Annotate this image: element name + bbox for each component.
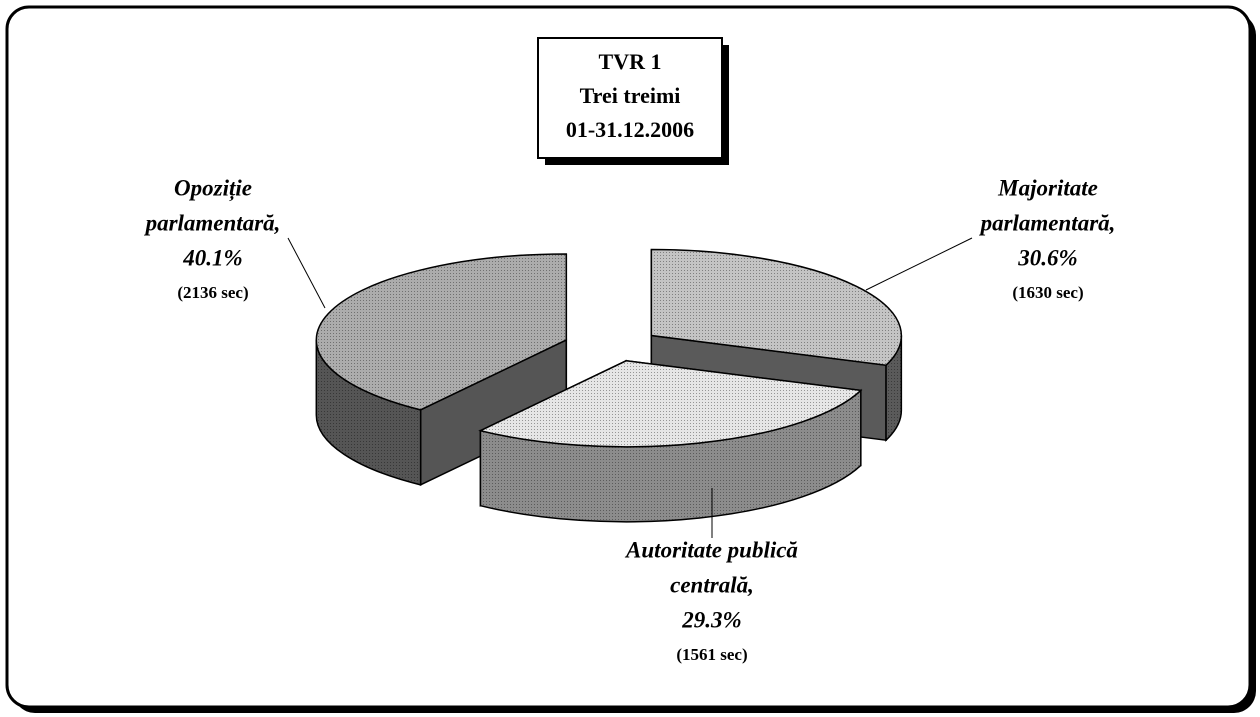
- category-label: Autoritate publică: [624, 537, 798, 562]
- slice-top-texture: [316, 253, 567, 410]
- slice-top-texture: [651, 249, 902, 366]
- slice-side-texture: [316, 339, 421, 485]
- category-label-cont: parlamentară,: [144, 210, 281, 235]
- frame: [5, 5, 1252, 709]
- seconds-label: (1630 sec): [1012, 283, 1083, 302]
- slice-side-texture: [480, 390, 861, 522]
- title-box: [537, 37, 723, 159]
- slice: [315, 253, 568, 487]
- value-label: 40.1%: [182, 245, 242, 270]
- category-label: Majoritate: [997, 175, 1098, 200]
- pie: [315, 248, 903, 523]
- chart-subtitle: Trei treimi: [580, 83, 681, 108]
- value-label: 29.3%: [681, 607, 741, 632]
- seconds-label: (1561 sec): [676, 645, 747, 664]
- leader-line: [865, 237, 973, 291]
- leader-line: [287, 237, 326, 309]
- category-label-cont: parlamentară,: [979, 210, 1116, 235]
- value-label: 30.6%: [1017, 245, 1077, 270]
- chart-title: TVR 1: [599, 49, 662, 74]
- slice-top-texture: [480, 360, 861, 447]
- chart-subtitle: 01-31.12.2006: [566, 117, 694, 142]
- seconds-label: (2136 sec): [177, 283, 248, 302]
- slice: [478, 359, 863, 523]
- category-label-cont: centrală,: [670, 572, 754, 597]
- labels: Majoritate parlamentară, 30.6% (1630 sec) Au…: [144, 175, 1116, 664]
- category-label: Opoziție: [174, 175, 252, 201]
